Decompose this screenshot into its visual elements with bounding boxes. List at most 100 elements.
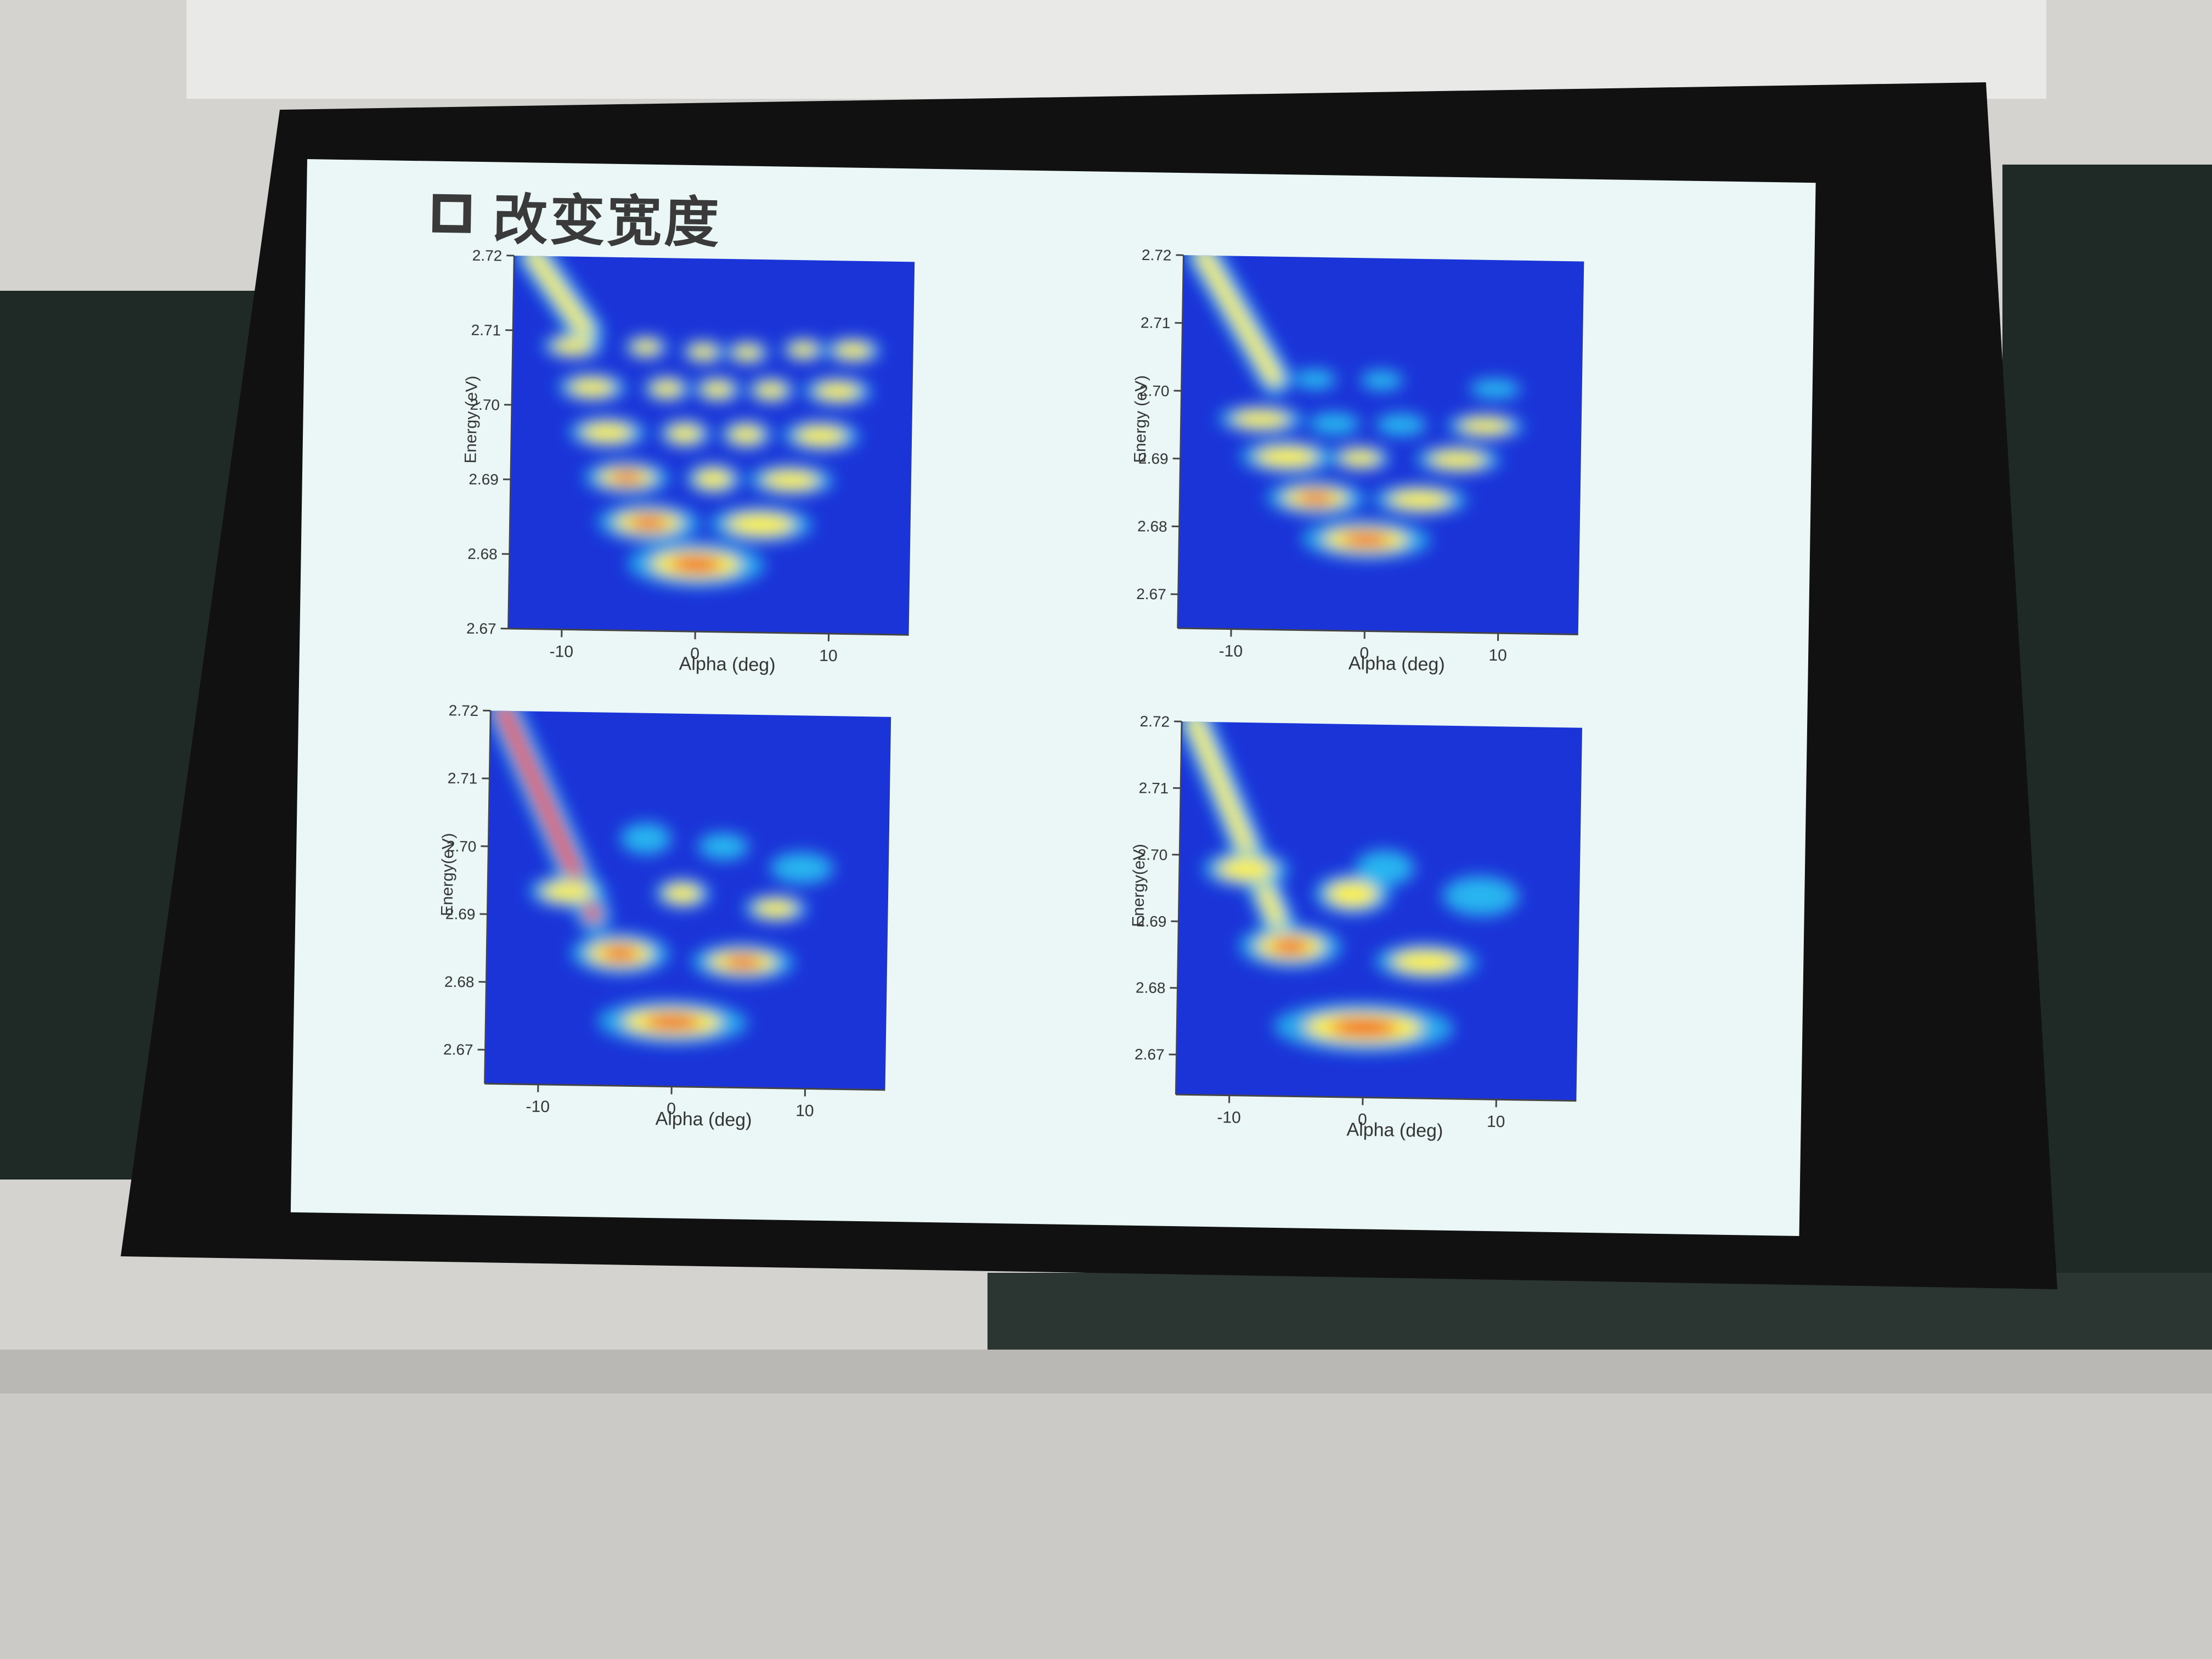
y-tick-label: 2.71 — [1141, 314, 1171, 332]
y-axis-line — [507, 255, 515, 629]
spot-core — [629, 516, 668, 529]
spot-mid — [543, 882, 594, 902]
heatmap-layer — [1187, 255, 1524, 560]
spot-core — [1402, 494, 1438, 505]
x-tick-label: 10 — [819, 647, 838, 665]
spot-core — [724, 956, 763, 968]
chart-panel-bottom-left: 2.67 2.68 2.69 2.70 2.71 2.72 -10 0 10 Energy(eV… — [391, 698, 990, 1158]
heatmap-background — [1176, 721, 1583, 1101]
spot-mid — [1233, 410, 1289, 428]
x-axis-line — [484, 1082, 885, 1091]
streak-core — [527, 255, 594, 339]
y-tick-label: 2.68 — [1136, 979, 1166, 997]
y-tick-label: 2.67 — [1135, 1046, 1165, 1063]
projected-slide: 改变宽度 2.67 2.68 2.69 2.70 2.71 2.72 -10 0 10 Ener… — [290, 159, 1816, 1236]
y-tick-label: 2.69 — [469, 471, 499, 488]
spot-mid — [1368, 374, 1396, 387]
streak-core — [1196, 255, 1283, 386]
y-tick-label: 2.67 — [443, 1041, 473, 1058]
spot-mid — [1365, 856, 1405, 879]
spot-core — [742, 518, 781, 531]
spot-core — [1349, 454, 1372, 462]
y-axis-line — [1177, 255, 1184, 629]
spot-core — [602, 946, 639, 961]
y-axis-line — [484, 710, 492, 1084]
spot-mid — [1478, 382, 1513, 396]
spot-core — [703, 473, 724, 484]
y-tick-label: 2.72 — [472, 247, 503, 264]
y-tick-label: 2.71 — [1138, 779, 1169, 797]
chart-panel-bottom-right: 2.67 2.68 2.69 2.70 2.71 2.72 -10 0 10 Energy(eV… — [1082, 709, 1681, 1168]
spot-core — [762, 386, 780, 394]
spot-core — [644, 1015, 701, 1030]
x-tick-label: 0 — [1359, 644, 1369, 662]
screen-casing — [187, 0, 2046, 99]
spot-core — [579, 382, 605, 392]
spot-core — [672, 888, 693, 899]
y-tick-label: 2.69 — [1138, 450, 1169, 467]
spot-core — [709, 385, 727, 394]
spot-core — [593, 427, 622, 438]
spot-mid — [1317, 416, 1352, 431]
spot-mid — [689, 345, 718, 359]
spot-core — [806, 431, 836, 441]
spot-mid — [789, 342, 818, 357]
y-axis-label: Energy (eV) — [461, 375, 481, 464]
x-axis-line — [1177, 627, 1578, 635]
x-tick-label: -10 — [1217, 1108, 1241, 1127]
spot-mid — [733, 345, 762, 360]
x-tick-label: -10 — [526, 1097, 550, 1116]
x-tick-label: 0 — [690, 645, 699, 663]
spot-mid — [1384, 417, 1418, 432]
chart-svg: 2.67 2.68 2.69 2.70 2.71 2.72 -10 0 10 — [1135, 713, 1583, 1131]
spot-core — [611, 472, 643, 483]
y-tick-label: 2.70 — [1139, 382, 1170, 399]
spot-mid — [1218, 857, 1274, 881]
spot-mid — [1327, 881, 1378, 907]
spot-core — [658, 384, 676, 393]
y-tick-label: 2.69 — [445, 905, 476, 923]
spot-core — [1269, 452, 1305, 462]
y-tick-label: 2.71 — [448, 770, 478, 787]
spot-core — [1297, 492, 1335, 504]
spot-core — [670, 557, 722, 572]
chart-panel-top-left: 2.67 2.68 2.69 2.70 2.71 2.72 -10 0 10 Energy (e… — [414, 243, 1014, 702]
spot-core — [1442, 455, 1474, 464]
spot-mid — [629, 828, 663, 849]
y-tick-label: 2.70 — [447, 837, 477, 855]
y-tick-label: 2.72 — [1142, 246, 1172, 264]
slide-title: 改变宽度 — [432, 178, 721, 255]
spot-mid — [632, 340, 661, 354]
heatmap-layer — [1178, 721, 1520, 1053]
spot-core — [1342, 533, 1390, 546]
spot-mid — [707, 838, 741, 855]
y-axis-label: Energy(eV) — [438, 833, 458, 917]
x-tick-label: -10 — [1219, 642, 1243, 661]
spot-core — [1330, 1019, 1398, 1036]
spot-mid — [781, 858, 823, 878]
y-tick-label: 2.67 — [466, 620, 496, 637]
spot-core — [764, 904, 788, 913]
chart-panel-top-right: 2.67 2.68 2.69 2.70 2.71 2.72 -10 0 10 Energy (e… — [1084, 242, 1683, 702]
spot-mid — [1301, 373, 1329, 386]
y-tick-label: 2.68 — [467, 545, 498, 563]
chart-svg: 2.67 2.68 2.69 2.70 2.71 2.72 -10 0 10 — [466, 247, 915, 665]
title-bullet-box — [432, 194, 472, 233]
x-axis-line — [508, 628, 909, 636]
spot-mid — [834, 342, 872, 359]
spot-mid — [1455, 883, 1506, 909]
y-axis-label: Energy(eV) — [1129, 843, 1149, 928]
x-tick-label: 10 — [1488, 646, 1507, 665]
y-axis-line — [1175, 721, 1183, 1095]
heatmap-background — [1177, 255, 1584, 635]
y-tick-label: 2.70 — [470, 396, 500, 414]
chart-svg: 2.67 2.68 2.69 2.70 2.71 2.72 -10 0 10 — [1136, 246, 1584, 665]
spot-mid — [1460, 418, 1511, 434]
x-axis-line — [1176, 1093, 1577, 1102]
spot-core — [736, 430, 756, 439]
chart-svg: 2.67 2.68 2.69 2.70 2.71 2.72 -10 0 10 — [443, 702, 891, 1120]
spot-core — [1271, 939, 1310, 953]
y-tick-label: 2.69 — [1137, 912, 1167, 930]
spot-core — [775, 475, 808, 486]
y-tick-label: 2.71 — [471, 321, 501, 339]
